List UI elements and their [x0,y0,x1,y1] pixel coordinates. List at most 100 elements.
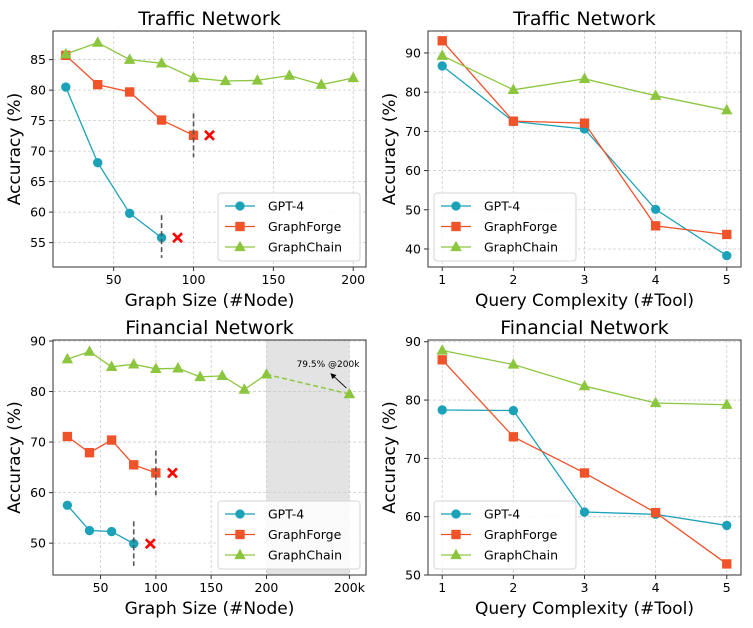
legend-marker-triangle-icon [234,240,246,252]
x-tick-label: 5 [723,272,731,287]
chart-panel-traffic-complexity: 1 2 3 4 5 40 50 60 70 80 90 Traffic Network Query Co… [380,8,742,311]
data-point-graphchain [436,344,448,355]
y-tick-label: 50 [405,568,421,583]
data-point-graphchain-extrapolated [343,387,356,399]
data-point-gpt4 [579,507,590,517]
data-point-graphchain [83,345,96,356]
legend-item-graphchain: GraphChain [441,240,558,255]
data-point-graphchain [507,358,520,369]
legend-label: GPT-4 [484,507,520,522]
data-point-graphforge [508,432,519,442]
data-point-gpt4 [722,250,732,261]
y-tick-label: 50 [405,202,421,217]
annotation-arrowhead [330,373,337,380]
legend-marker-square-icon [235,221,245,232]
data-point-graphchain [155,57,168,68]
legend-marker-circle-icon [235,509,245,519]
y-tick-label: 90 [405,45,421,60]
data-point-graphforge [579,118,590,128]
y-tick-label: 75 [30,113,46,128]
x-tick-label: 1 [438,272,446,287]
y-tick-label: 90 [405,334,421,349]
x-tick-label: 100 [182,272,206,287]
data-point-graphchain [649,396,662,408]
chart-panel-financial-size: 79.5% @200k 50 100 150 200 200k 50 60 70 80 90 Fina… [5,317,367,619]
data-point-graphchain [649,89,662,100]
data-point-graphchain [127,357,140,369]
x-tick-label: 4 [652,272,660,287]
data-point-graphforge [84,448,95,458]
x-tick-label: 150 [199,580,223,595]
axes-frame [52,339,367,576]
chart-title: Traffic Network [512,8,655,30]
data-point-graphforge [124,87,135,97]
legend-box [217,192,361,262]
data-point-graphchain [216,369,228,381]
y-axis-label: Accuracy (%) [5,401,25,513]
y-tick-label: 60 [30,205,46,220]
legend-item-gpt4: GPT-4 [225,507,304,522]
data-point-gpt4 [437,61,447,71]
legend-item-graphforge: GraphForge [225,219,342,234]
y-tick-label: 90 [30,334,46,349]
legend-item-graphchain: GraphChain [441,548,558,563]
data-point-graphchain [260,368,273,379]
legend-label: GPT-4 [268,507,304,522]
data-point-graphforge [156,115,167,125]
data-point-graphforge [437,36,447,46]
y-tick-label: 85 [30,52,46,67]
data-point-graphforge [106,435,117,445]
x-tick-label: 200k [334,580,366,595]
data-point-graphchain [721,103,733,115]
legend-item-graphchain: GraphChain [225,548,342,563]
legend-marker-triangle-icon [234,548,246,560]
data-point-gpt4 [84,525,95,536]
data-point-gpt4 [508,405,519,416]
data-point-graphchain [578,379,591,391]
y-tick-label: 65 [30,174,46,189]
x-tick-label: 3 [581,272,589,287]
legend-marker-triangle-icon [450,548,462,560]
chart-panel-financial-complexity: 1 2 3 4 5 50 60 70 80 90 Financial Network Query Co… [380,317,742,619]
axes-frame [52,30,367,268]
x-tick-label: 2 [509,272,517,287]
data-point-graphchain [172,362,184,373]
data-point-gpt4 [722,520,732,531]
legend-marker-triangle-icon [450,240,462,252]
data-point-gpt4 [124,208,135,219]
legend-item-gpt4: GPT-4 [441,507,520,522]
legend-label: GPT-4 [268,199,304,214]
series-line-gpt4 [66,504,135,545]
legend-marker-square-icon [451,529,461,540]
data-point-graphchain [61,352,74,364]
y-axis-label: Accuracy (%) [380,401,400,513]
data-point-graphforge [129,460,139,470]
legend-box [433,192,577,262]
x-axis-label: Query Complexity (#Tool) [475,599,694,619]
data-point-graphforge [508,116,519,126]
series-line-graphchain [67,350,267,391]
data-point-graphforge [650,507,661,518]
legend-label: GraphChain [268,548,342,563]
x-tick-label: 3 [581,580,589,595]
legend-label: GraphChain [484,240,558,255]
data-point-graphforge [437,355,447,365]
data-point-graphchain [187,71,200,83]
failure-x-icon [204,129,215,141]
data-point-graphforge [188,130,199,140]
annotation-arrow [332,374,347,389]
legend: GPT-4 GraphForge GraphChain [217,192,361,262]
y-tick-label: 70 [405,124,421,139]
chart-title: Financial Network [500,317,669,339]
x-tick-label: 2 [509,580,517,595]
legend: GPT-4 GraphForge GraphChain [217,500,361,570]
y-tick-label: 50 [30,536,46,551]
x-tick-label: 50 [93,580,109,595]
legend-marker-circle-icon [451,201,461,211]
extrapolation-line [266,373,350,395]
chart-title: Traffic Network [137,8,280,30]
legend-item-graphforge: GraphForge [225,527,342,542]
data-point-graphchain [150,362,162,373]
data-point-graphchain [251,74,264,85]
